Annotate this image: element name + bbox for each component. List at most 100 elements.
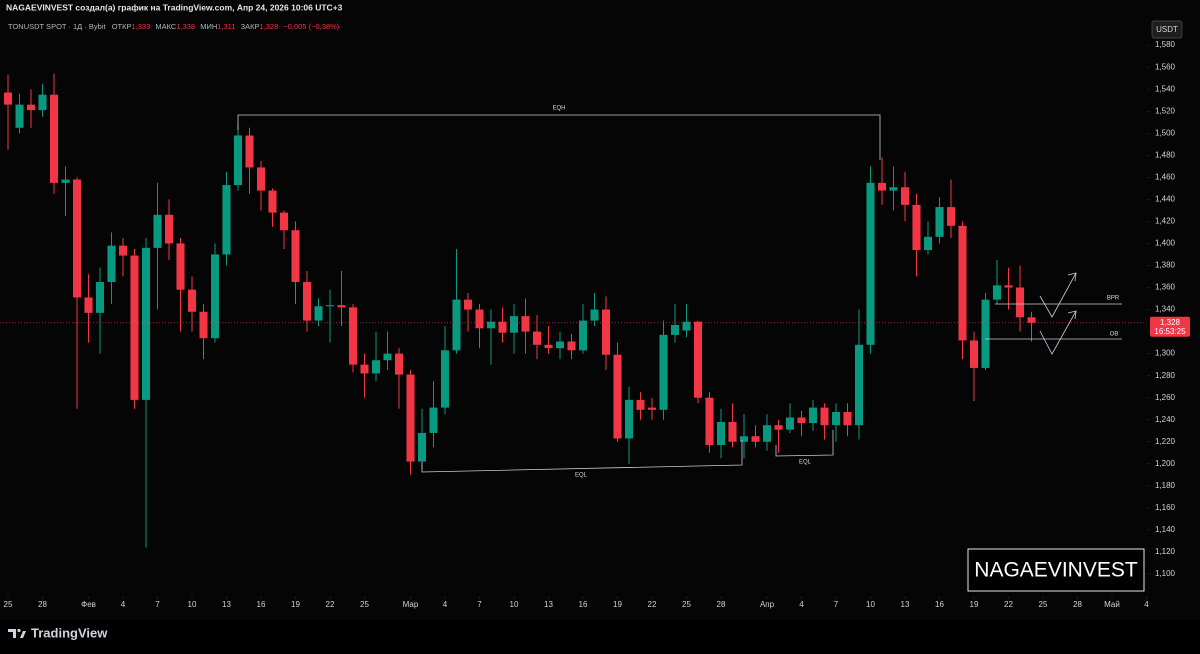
y-tick-label: 1,420 <box>1155 217 1176 226</box>
candle-body <box>751 436 760 442</box>
price-tag-countdown: 16:53:25 <box>1154 327 1186 336</box>
legend-change: −0,005 (−0,38%) <box>283 22 339 31</box>
candle-body <box>463 299 473 310</box>
currency[interactable]: USDT <box>1156 25 1178 34</box>
y-tick-label: 1,360 <box>1155 283 1176 292</box>
x-tick-label: 25 <box>1039 600 1048 609</box>
candle-body <box>808 407 818 424</box>
y-tick-label: 1,440 <box>1155 194 1176 203</box>
candle-body <box>578 320 588 351</box>
annotation-label: EQH <box>552 106 565 112</box>
candle-body <box>141 247 151 400</box>
footer-brand: TradingView <box>31 625 108 640</box>
candle-body <box>291 230 300 283</box>
x-tick-label: 10 <box>866 600 875 609</box>
legend-field-value: 1,338 <box>176 22 195 31</box>
arrow-head <box>1067 310 1077 320</box>
x-tick-label: Апр <box>760 600 775 609</box>
legend-field-label: ОТКР <box>112 22 132 31</box>
candle-body <box>38 94 47 111</box>
candle-body <box>348 307 358 365</box>
path-arrow <box>1039 310 1077 355</box>
candle-body <box>1027 317 1036 323</box>
legend: TONUSDT SPOT · 1Д · Bybit ОТКР1,333 МАКС… <box>8 22 340 31</box>
candle-body <box>843 412 852 426</box>
x-tick-label: 25 <box>682 600 691 609</box>
candle-body <box>716 421 726 446</box>
legend-field-label: ЗАКР <box>241 22 260 31</box>
x-tick-label: 28 <box>717 600 726 609</box>
y-tick-label: 1,520 <box>1155 106 1176 115</box>
price-tag-label: 1,328 <box>1160 318 1181 327</box>
path-arrow <box>1039 272 1077 318</box>
candle-body <box>279 212 289 231</box>
candle-body <box>854 344 864 426</box>
legend-field-value: 1,333 <box>132 22 151 31</box>
candle-body <box>164 214 174 244</box>
candle-body <box>406 374 415 462</box>
x-tick-label: 10 <box>188 600 197 609</box>
candle-body <box>544 344 553 349</box>
candle-body <box>383 353 392 361</box>
y-tick-label: 1,120 <box>1155 547 1176 556</box>
y-tick-label: 1,300 <box>1155 349 1176 358</box>
candle-body <box>670 324 680 335</box>
candle-body <box>682 321 691 331</box>
legend-field-label: МАКС <box>155 22 177 31</box>
y-tick-label: 1,160 <box>1155 503 1176 512</box>
candle-body <box>26 104 36 111</box>
eqh-line <box>237 114 881 160</box>
watermark: NAGAEVINVEST <box>974 559 1138 582</box>
candle-body <box>417 432 427 462</box>
candle-body <box>981 299 990 368</box>
y-tick-label: 1,220 <box>1155 437 1176 446</box>
candle-body <box>923 236 933 251</box>
candle-body <box>440 350 450 408</box>
x-tick-label: 25 <box>360 600 369 609</box>
y-tick-label: 1,480 <box>1155 150 1176 159</box>
candle-body <box>498 321 507 333</box>
candle-body <box>877 182 887 191</box>
candle-body <box>567 341 576 351</box>
candle-body <box>475 309 484 329</box>
legend-symbol: TONUSDT SPOT · 1Д · Bybit <box>8 22 107 31</box>
candle-body <box>429 407 438 433</box>
candle-body <box>636 399 645 410</box>
y-tick-label: 1,200 <box>1155 459 1176 468</box>
x-tick-label: 7 <box>477 600 482 609</box>
x-tick-label: 7 <box>155 600 160 609</box>
candle-body <box>130 255 139 400</box>
legend-field-label: МИН <box>200 22 217 31</box>
y-tick-label: 1,500 <box>1155 128 1176 137</box>
x-tick-label: 4 <box>121 600 126 609</box>
candle-body <box>187 289 197 312</box>
x-tick-label: Мар <box>403 600 419 609</box>
candle-body <box>199 311 208 339</box>
candle-body <box>555 341 565 349</box>
logo-mark <box>8 629 16 638</box>
footer-logo <box>8 628 26 638</box>
x-tick-label: Май <box>1104 600 1120 609</box>
candle-body <box>371 360 381 374</box>
y-tick-label: 1,580 <box>1155 40 1176 49</box>
candle-body <box>233 135 243 186</box>
footer-bar <box>0 620 1200 654</box>
logo-mark <box>20 631 26 638</box>
candle-body <box>268 190 277 213</box>
annotations <box>237 114 1122 473</box>
currency-box[interactable] <box>1151 20 1183 39</box>
x-tick-label: 4 <box>799 600 804 609</box>
x-tick-label: 28 <box>38 600 47 609</box>
y-tick-label: 1,340 <box>1155 305 1176 314</box>
candle-body <box>912 204 921 251</box>
candle-body <box>900 187 910 205</box>
y-tick-label: 1,140 <box>1155 525 1176 534</box>
candle-body <box>797 417 806 424</box>
y-tick-label: 1,560 <box>1155 62 1176 71</box>
annotation-label: EQL <box>575 473 588 479</box>
y-tick-label: 1,180 <box>1155 481 1176 490</box>
x-tick-label: 22 <box>648 600 657 609</box>
x-tick-label: 7 <box>834 600 839 609</box>
